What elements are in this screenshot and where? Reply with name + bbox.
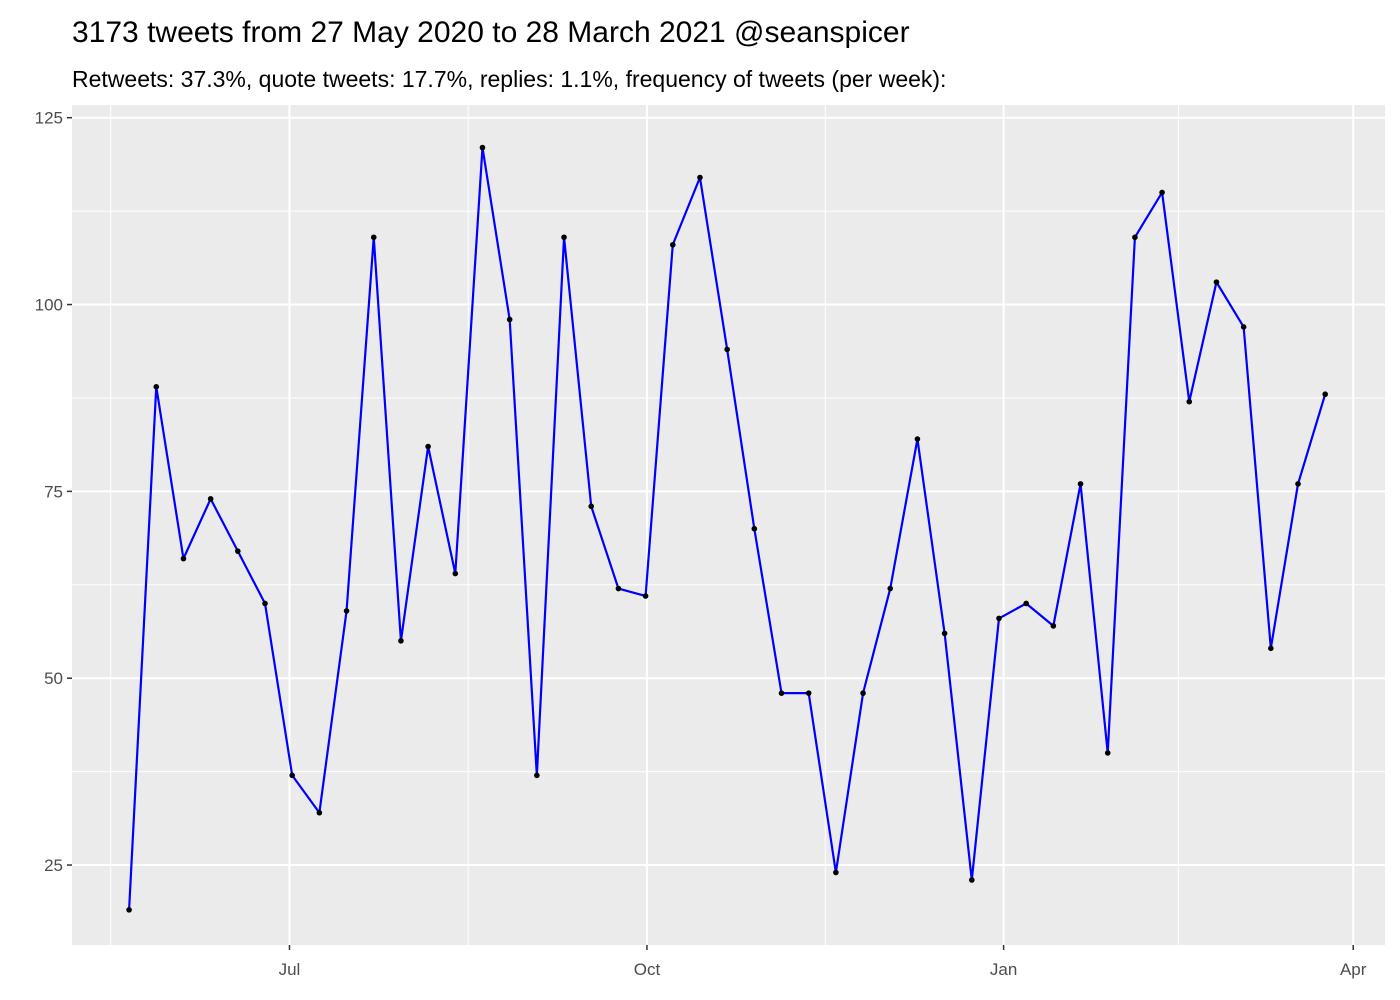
x-tick-label: Apr xyxy=(1340,960,1367,979)
data-point xyxy=(1050,623,1057,629)
data-point xyxy=(778,690,785,696)
data-point xyxy=(805,690,812,696)
data-point xyxy=(425,443,431,450)
y-tick-label: 125 xyxy=(35,109,63,128)
panel xyxy=(72,105,1385,945)
data-point xyxy=(153,383,160,390)
data-point xyxy=(833,869,839,876)
data-point xyxy=(1322,391,1328,398)
data-point xyxy=(941,630,948,637)
x-tick-label: Jul xyxy=(279,960,301,979)
data-point xyxy=(126,907,132,913)
data-point xyxy=(1295,481,1301,487)
data-point xyxy=(860,690,866,696)
data-point xyxy=(1132,234,1138,241)
data-point xyxy=(180,555,187,562)
data-point xyxy=(751,525,758,532)
data-point xyxy=(1077,481,1084,487)
data-point xyxy=(697,174,703,181)
y-tick-label: 75 xyxy=(44,482,63,501)
data-point xyxy=(370,234,377,241)
data-point xyxy=(914,436,921,442)
data-point xyxy=(996,615,1002,622)
data-point xyxy=(1104,750,1111,756)
data-point xyxy=(506,316,513,323)
data-point xyxy=(1186,398,1193,405)
y-tick-label: 100 xyxy=(35,296,63,315)
y-tick-label: 50 xyxy=(44,669,63,688)
data-point xyxy=(534,772,540,779)
x-tick-label: Jan xyxy=(990,960,1017,979)
data-point xyxy=(235,548,241,554)
data-point xyxy=(1240,324,1247,330)
data-point xyxy=(669,241,676,248)
data-point xyxy=(1268,645,1274,652)
data-point xyxy=(316,809,323,816)
y-tick-label: 25 xyxy=(44,856,63,875)
data-point xyxy=(642,593,649,599)
data-point xyxy=(343,608,350,614)
data-point xyxy=(262,600,268,607)
chart-title: 3173 tweets from 27 May 2020 to 28 March… xyxy=(72,16,910,49)
data-point xyxy=(724,346,730,353)
data-point xyxy=(452,570,459,577)
data-point xyxy=(1213,279,1220,285)
data-point xyxy=(887,585,894,592)
data-point xyxy=(561,234,567,241)
data-point xyxy=(1023,600,1029,607)
data-point xyxy=(289,772,295,779)
data-point xyxy=(479,144,486,151)
data-point xyxy=(1159,189,1165,196)
data-point xyxy=(207,496,214,502)
x-tick-label: Oct xyxy=(634,960,661,979)
data-point xyxy=(398,638,404,644)
chart-subtitle: Retweets: 37.3%, quote tweets: 17.7%, re… xyxy=(72,66,946,92)
data-point xyxy=(615,585,622,592)
data-point xyxy=(968,877,975,883)
data-point xyxy=(588,503,595,510)
